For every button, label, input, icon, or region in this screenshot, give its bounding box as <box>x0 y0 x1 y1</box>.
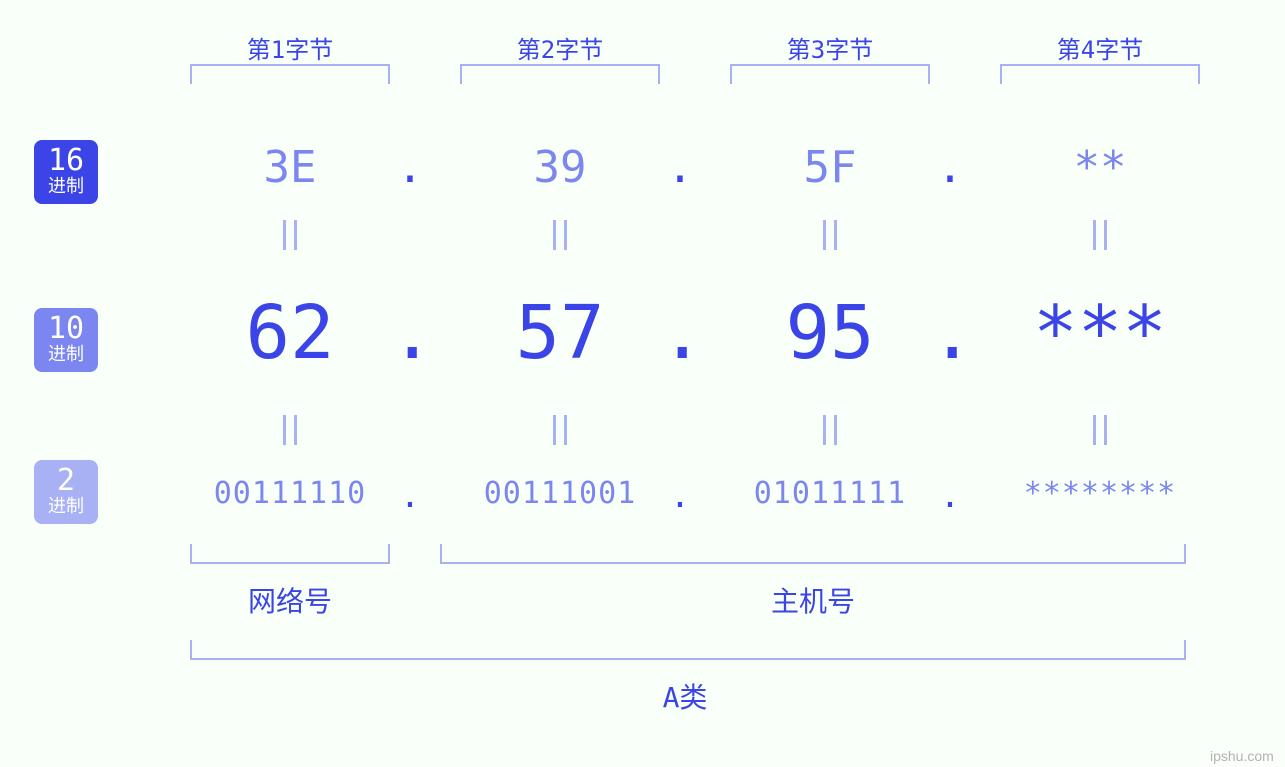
dec-byte-3: 95 <box>710 290 950 376</box>
byte-header-2: 第2字节 <box>440 30 680 65</box>
top-bracket-1 <box>190 64 390 84</box>
base-badge-bin-num: 2 <box>34 466 98 496</box>
hex-byte-4: ** <box>980 142 1220 193</box>
hex-dot-2: . <box>660 142 700 193</box>
network-label: 网络号 <box>170 580 410 620</box>
eq2-3 <box>710 415 950 449</box>
base-badge-hex-sub: 进制 <box>34 178 98 196</box>
dec-dot-1: . <box>390 290 430 376</box>
host-label: 主机号 <box>440 580 1186 620</box>
bin-dot-2: . <box>660 476 700 516</box>
bin-byte-4: ******** <box>980 476 1220 511</box>
hex-dot-3: . <box>930 142 970 193</box>
eq2-1 <box>170 415 410 449</box>
bin-byte-2: 00111001 <box>440 476 680 511</box>
eq1-2 <box>440 220 680 254</box>
dec-byte-2: 57 <box>440 290 680 376</box>
byte-header-3: 第3字节 <box>710 30 950 65</box>
base-badge-hex: 16 进制 <box>34 140 98 204</box>
hex-dot-1: . <box>390 142 430 193</box>
dec-byte-4: *** <box>980 290 1220 376</box>
hex-byte-1: 3E <box>170 142 410 193</box>
host-bracket <box>440 544 1186 564</box>
top-bracket-3 <box>730 64 930 84</box>
eq2-2 <box>440 415 680 449</box>
bin-dot-3: . <box>930 476 970 516</box>
base-badge-hex-num: 16 <box>34 146 98 176</box>
base-badge-dec-sub: 进制 <box>34 346 98 364</box>
eq2-4 <box>980 415 1220 449</box>
base-badge-bin-sub: 进制 <box>34 498 98 516</box>
eq1-4 <box>980 220 1220 254</box>
bin-byte-1: 00111110 <box>170 476 410 511</box>
hex-byte-2: 39 <box>440 142 680 193</box>
dec-byte-1: 62 <box>170 290 410 376</box>
top-bracket-4 <box>1000 64 1200 84</box>
byte-header-1: 第1字节 <box>170 30 410 65</box>
byte-header-4: 第4字节 <box>980 30 1220 65</box>
base-badge-dec-num: 10 <box>34 314 98 344</box>
hex-byte-3: 5F <box>710 142 950 193</box>
eq1-3 <box>710 220 950 254</box>
network-bracket <box>190 544 390 564</box>
bin-byte-3: 01011111 <box>710 476 950 511</box>
watermark: ipshu.com <box>1210 748 1274 764</box>
dec-dot-3: . <box>930 290 970 376</box>
class-bracket <box>190 640 1186 660</box>
top-bracket-2 <box>460 64 660 84</box>
dec-dot-2: . <box>660 290 700 376</box>
eq1-1 <box>170 220 410 254</box>
class-label: A类 <box>170 676 1200 716</box>
base-badge-bin: 2 进制 <box>34 460 98 524</box>
base-badge-dec: 10 进制 <box>34 308 98 372</box>
bin-dot-1: . <box>390 476 430 516</box>
